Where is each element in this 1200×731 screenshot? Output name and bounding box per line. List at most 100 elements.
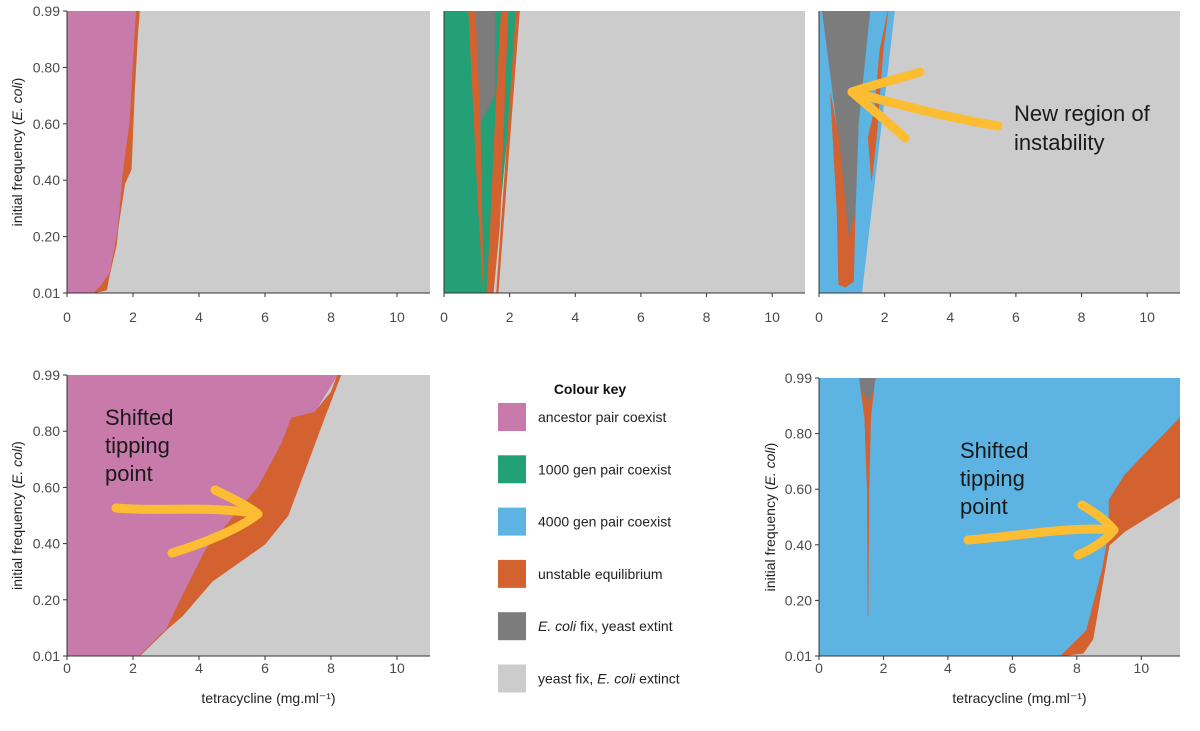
plot-area bbox=[444, 11, 805, 293]
x-tick-label: 6 bbox=[637, 309, 645, 325]
y-tick-label: 0.01 bbox=[33, 648, 60, 664]
y-tick-label: 0.99 bbox=[785, 370, 812, 386]
x-tick-label: 8 bbox=[1073, 660, 1081, 676]
legend-item-ecoli_fix: E. coli fix, yeast extint bbox=[498, 612, 673, 641]
x-tick-label: 6 bbox=[1008, 660, 1016, 676]
x-tick-label: 10 bbox=[389, 660, 405, 676]
y-tick-label: 0.60 bbox=[33, 116, 60, 132]
instability-arrow bbox=[847, 67, 1003, 143]
x-tick-label: 4 bbox=[946, 309, 954, 325]
legend-item-ancestor: ancestor pair coexist bbox=[498, 403, 667, 431]
y-tick-label: 0.20 bbox=[33, 229, 60, 245]
x-tick-label: 2 bbox=[881, 309, 889, 325]
legend-swatch bbox=[498, 403, 526, 431]
legend-swatch bbox=[498, 612, 526, 641]
x-tick-label: 8 bbox=[327, 660, 335, 676]
panel-top-left: 0 2 4 6 8 10 0.01 0.20 0.40 0.60 0.80 0.99 initial f… bbox=[9, 3, 430, 325]
legend-swatch bbox=[498, 559, 526, 588]
x-tick-label: 0 bbox=[815, 309, 823, 325]
legend-label: 4000 gen pair coexist bbox=[538, 514, 671, 530]
region-unstable bbox=[489, 11, 520, 293]
y-tick-label: 0.40 bbox=[33, 536, 60, 552]
legend-swatch bbox=[498, 507, 526, 536]
x-tick-label: 10 bbox=[389, 309, 405, 325]
region-unstable bbox=[860, 389, 875, 617]
x-axis-title: tetracycline (mg.ml⁻¹) bbox=[952, 690, 1086, 706]
y-tick-label: 0.60 bbox=[33, 479, 60, 495]
legend-label: ancestor pair coexist bbox=[538, 409, 667, 425]
panel-top-right: 0 2 4 6 8 10 bbox=[815, 11, 1180, 325]
y-tick-label: 0.40 bbox=[785, 537, 812, 553]
x-tick-label: 4 bbox=[944, 660, 952, 676]
colour-key-legend: Colour key ancestor pair coexist 1000 gen … bbox=[498, 381, 680, 693]
legend-label: E. coli fix, yeast extint bbox=[538, 618, 673, 634]
x-tick-label: 2 bbox=[129, 660, 137, 676]
legend-title: Colour key bbox=[554, 381, 627, 397]
annotation-shifted-left: Shifted tipping point bbox=[105, 405, 174, 486]
annotation-shifted-right: Shifted tipping point bbox=[960, 438, 1029, 519]
region-unstable bbox=[830, 94, 856, 288]
x-tick-label: 6 bbox=[1012, 309, 1020, 325]
y-axis-title: initial frequency (E. coli) bbox=[9, 441, 25, 590]
region-unstable bbox=[1060, 417, 1180, 656]
y-tick-label: 0.20 bbox=[33, 592, 60, 608]
x-tick-label: 6 bbox=[261, 309, 269, 325]
x-tick-label: 6 bbox=[261, 660, 269, 676]
x-tick-label: 8 bbox=[703, 309, 711, 325]
x-tick-label: 2 bbox=[129, 309, 137, 325]
x-tick-label: 4 bbox=[571, 309, 579, 325]
legend-swatch bbox=[498, 664, 526, 693]
x-axis-title: tetracycline (mg.ml⁻¹) bbox=[201, 690, 335, 706]
plot-area bbox=[67, 11, 430, 293]
plot-area bbox=[819, 11, 1180, 293]
chart-panels: 0 2 4 6 8 10 0.01 0.20 0.40 0.60 0.80 0.99 initial f… bbox=[9, 3, 1180, 706]
x-tick-label: 10 bbox=[1139, 309, 1155, 325]
y-tick-label: 0.99 bbox=[33, 367, 60, 383]
region-yeast_fix bbox=[444, 11, 805, 293]
y-tick-label: 0.60 bbox=[785, 481, 812, 497]
legend-swatch bbox=[498, 455, 526, 484]
y-tick-label: 0.99 bbox=[33, 3, 60, 19]
y-axis-title: initial frequency (E. coli) bbox=[9, 78, 25, 227]
y-tick-label: 0.01 bbox=[785, 648, 812, 664]
legend-item-gen4000: 4000 gen pair coexist bbox=[498, 507, 671, 536]
panel-bottom-right: 0 2 4 6 8 10 0.01 0.20 0.40 0.60 0.80 0.99 initial f… bbox=[762, 370, 1180, 706]
y-tick-label: 0.80 bbox=[33, 423, 60, 439]
legend-item-gen1000: 1000 gen pair coexist bbox=[498, 455, 671, 484]
x-tick-label: 0 bbox=[63, 660, 71, 676]
x-tick-label: 10 bbox=[764, 309, 780, 325]
x-tick-label: 8 bbox=[327, 309, 335, 325]
legend-item-yeast_fix: yeast fix, E. coli extinct bbox=[498, 664, 680, 693]
legend-label: 1000 gen pair coexist bbox=[538, 461, 671, 477]
annotation-instability: New region of instability bbox=[1014, 101, 1151, 155]
x-tick-label: 2 bbox=[506, 309, 514, 325]
legend-item-unstable: unstable equilibrium bbox=[498, 559, 663, 588]
x-tick-label: 10 bbox=[1134, 660, 1150, 676]
region-unstable bbox=[486, 11, 509, 293]
x-tick-label: 0 bbox=[63, 309, 71, 325]
y-tick-label: 0.20 bbox=[785, 592, 812, 608]
x-tick-label: 8 bbox=[1078, 309, 1086, 325]
region-unstable bbox=[468, 11, 484, 291]
legend-label: unstable equilibrium bbox=[538, 566, 663, 582]
region-unstable bbox=[93, 11, 140, 293]
region-yeast_fix bbox=[67, 11, 430, 293]
x-tick-label: 2 bbox=[880, 660, 888, 676]
y-axis-title: initial frequency (E. coli) bbox=[762, 443, 778, 592]
x-tick-label: 0 bbox=[815, 660, 823, 676]
legend-label: yeast fix, E. coli extinct bbox=[538, 671, 680, 687]
y-tick-label: 0.01 bbox=[33, 285, 60, 301]
plot-area bbox=[819, 378, 1180, 656]
x-tick-label: 4 bbox=[195, 309, 203, 325]
y-tick-label: 0.40 bbox=[33, 172, 60, 188]
region-yeast_fix bbox=[819, 11, 1180, 293]
shifted-left-arrow bbox=[111, 485, 263, 558]
x-tick-label: 4 bbox=[195, 660, 203, 676]
panel-top-middle: 0 2 4 6 8 10 bbox=[440, 11, 805, 325]
y-tick-label: 0.80 bbox=[33, 59, 60, 75]
x-tick-label: 0 bbox=[440, 309, 448, 325]
shifted-right-arrow bbox=[963, 500, 1119, 560]
y-tick-label: 0.80 bbox=[785, 426, 812, 442]
annotations-layer: New region of instability Shifted tipping po… bbox=[105, 67, 1151, 560]
